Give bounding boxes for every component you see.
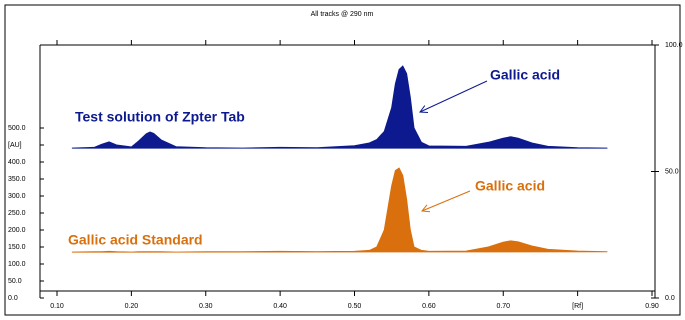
x-tick-label: 0.30 [199,303,213,310]
y-tick-label: 250.0 [8,210,26,217]
x-tick-label: 0.90 [645,303,659,310]
trace [71,65,608,149]
trace [71,167,608,253]
arrow-head [421,204,431,213]
annotation-arrow [421,190,471,212]
y2-tick-label: 50.0 [665,168,679,175]
chart-title: All tracks @ 290 nm [311,11,374,18]
x-tick-label: 0.20 [125,303,139,310]
y2-tick-label: 0.0 [665,295,675,302]
y-tick-label: 400.0 [8,159,26,166]
series-label: Test solution of Zpter Tab [75,109,245,125]
arrow-head [419,105,429,113]
x-tick-label: 0.70 [496,303,510,310]
x-tick-label: 0.10 [50,303,64,310]
annotation: Gallic acid [475,178,545,194]
x-tick-label: 0.40 [273,303,287,310]
y-tick-label: 300.0 [8,193,26,200]
x-tick-label: [Rf] [572,303,583,310]
y-tick-label: 350.0 [8,176,26,183]
y-tick-label: 100.0 [8,261,26,268]
series-label: Gallic acid Standard [68,232,203,248]
y-tick-label: 50.0 [8,278,22,285]
y2-tick-label: 100.0 [665,42,683,49]
annotation-arrow [419,80,488,113]
y-tick-label: 500.0 [8,125,26,132]
y-tick-label: [AU] [8,142,22,149]
x-tick-label: 0.50 [348,303,362,310]
annotation: Gallic acid [490,67,560,83]
y-tick-label: 150.0 [8,244,26,251]
y-tick-label: 0.0 [8,295,18,302]
y-tick-label: 200.0 [8,227,26,234]
x-tick-label: 0.60 [422,303,436,310]
frame [4,4,681,316]
